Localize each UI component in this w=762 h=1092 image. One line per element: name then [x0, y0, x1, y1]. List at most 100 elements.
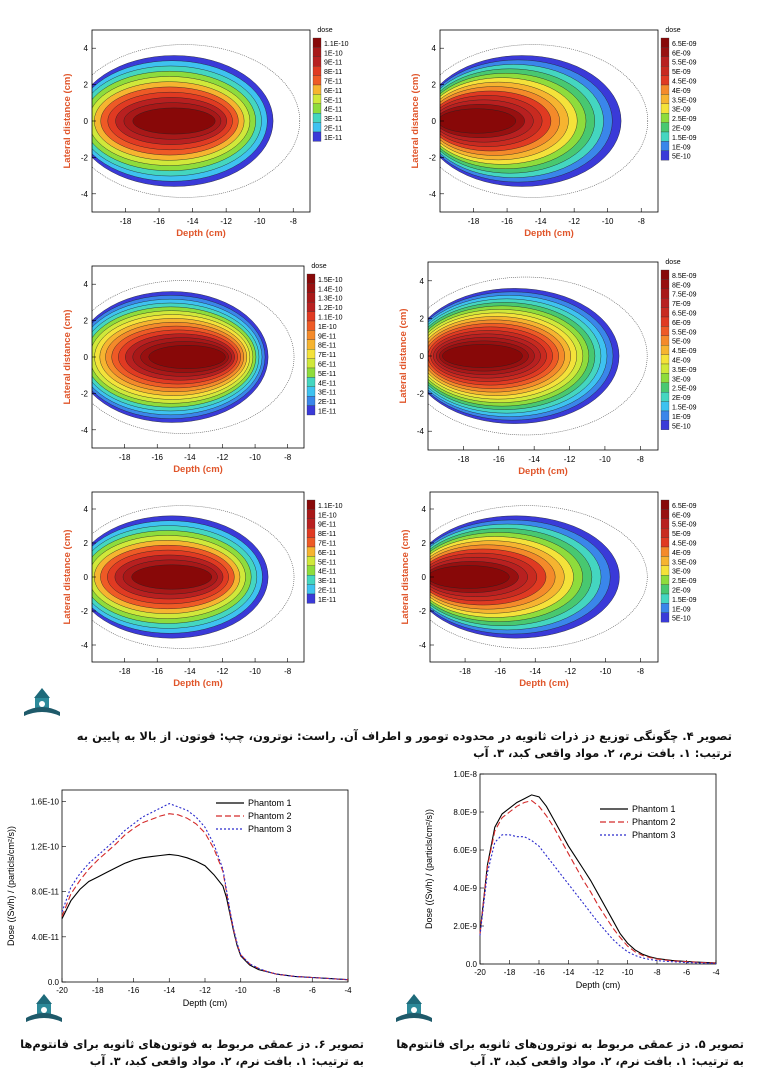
legend-label: 6E-11	[318, 550, 336, 557]
x-tick-label: -16	[493, 455, 505, 464]
legend-label: 4E-11	[324, 107, 342, 114]
legend-label: 6E-09	[672, 50, 691, 57]
legend-swatch	[660, 84, 670, 95]
legend-swatch	[306, 537, 316, 548]
legend-label: 1E-11	[318, 409, 336, 416]
legend-swatch	[312, 75, 322, 86]
y-tick-label: 4	[84, 44, 89, 53]
legend-label: 3E-09	[672, 107, 691, 114]
legend-swatch	[312, 113, 322, 123]
figure-4-caption: تصویر ۴. چگونگی توزیع دز ذرات ثانویه در …	[76, 729, 732, 760]
contour-bands	[92, 44, 301, 198]
legend-label: 1E-09	[672, 144, 691, 151]
y-tick-label: 0.0	[48, 978, 60, 987]
x-tick-label: -8	[637, 455, 645, 464]
legend-label: 4E-11	[318, 569, 336, 576]
x-tick-label: -18	[458, 455, 470, 464]
legend-swatch	[660, 546, 670, 557]
series-line	[479, 799, 717, 964]
legend-swatch	[312, 122, 322, 133]
y-axis-label: Lateral distance (cm)	[62, 309, 73, 404]
x-tick-label: -8	[273, 986, 281, 995]
legend-label: 4E-09	[672, 358, 691, 365]
x-axis-label: Depth (cm)	[176, 228, 226, 239]
legend-label: 6.5E-09	[672, 503, 697, 510]
legend-swatch	[660, 47, 670, 57]
legend-label: Phantom 1	[632, 804, 676, 814]
x-tick-label: -18	[119, 667, 131, 676]
y-tick-label: 0	[422, 573, 427, 582]
legend-label: 1.5E-09	[672, 405, 697, 412]
y-tick-label: 8.0E-11	[32, 888, 60, 897]
legend-swatch	[660, 66, 670, 76]
x-tick-label: -12	[568, 217, 580, 226]
legend-swatch	[312, 56, 322, 67]
legend-label: 6.5E-09	[672, 41, 697, 48]
contour-band	[132, 107, 216, 135]
y-tick-label: 0	[84, 573, 89, 582]
x-tick-label: -16	[494, 667, 506, 676]
legend-label: 3E-09	[672, 569, 691, 576]
x-tick-label: -10	[254, 217, 266, 226]
y-tick-label: -2	[81, 607, 89, 616]
journal-logo	[22, 990, 66, 1035]
legend-title: dose	[665, 27, 680, 34]
contour-band	[442, 344, 523, 368]
legend-label: 1.4E-10	[318, 286, 343, 293]
x-tick-label: -8	[653, 968, 661, 977]
legend-swatch	[660, 37, 670, 48]
legend-label: 1.1E-10	[318, 315, 343, 322]
legend-swatch	[306, 584, 316, 595]
legend-label: 7E-09	[672, 301, 691, 308]
figure-6-caption: تصویر ۶. دز عمقی مربوط به فوتون‌های ثانو…	[20, 1037, 364, 1068]
legend-label: 2E-09	[672, 126, 691, 133]
legend-label: 5E-09	[672, 339, 691, 346]
legend-swatch	[660, 420, 670, 430]
x-tick-label: -12	[220, 217, 232, 226]
legend-swatch	[660, 298, 670, 308]
legend-label: 6E-11	[318, 362, 336, 369]
outer-contour	[440, 44, 649, 198]
legend-swatch	[306, 302, 316, 312]
x-axis-label: Depth (cm)	[173, 678, 223, 689]
legend-swatch	[306, 339, 316, 350]
x-tick-label: -12	[592, 968, 604, 977]
legend-swatch	[306, 575, 316, 585]
legend-label: 7E-11	[324, 79, 342, 86]
legend-swatch	[660, 141, 670, 151]
contour-band	[148, 345, 226, 369]
x-tick-label: -12	[217, 453, 229, 462]
legend-label: 2.5E-09	[672, 386, 697, 393]
y-tick-label: 2	[84, 81, 89, 90]
plot-frame	[61, 789, 349, 983]
legend-label: 2E-11	[318, 588, 336, 595]
legend-label: 7E-11	[318, 541, 336, 548]
y-tick-label: 0.0	[466, 960, 478, 969]
legend-swatch	[660, 584, 670, 595]
x-tick-label: -10	[600, 667, 612, 676]
legend-swatch	[306, 292, 316, 303]
legend-swatch	[306, 518, 316, 529]
y-tick-label: 0	[420, 352, 425, 361]
legend-label: 5E-11	[324, 97, 342, 104]
legend-swatch	[660, 373, 670, 383]
legend-swatch	[660, 537, 670, 548]
legend-swatch	[660, 575, 670, 585]
y-tick-label: 1.0E-8	[453, 770, 477, 779]
y-tick-label: 4	[432, 44, 437, 53]
legend-label: 5E-10	[672, 154, 691, 161]
legend-swatch	[660, 113, 670, 123]
x-tick-label: -6	[683, 968, 691, 977]
x-tick-label: -18	[119, 453, 131, 462]
x-tick-label: -14	[184, 667, 196, 676]
series-line	[479, 834, 717, 964]
legend-swatch	[306, 405, 316, 416]
contour-photon-water: -18 -16 -14 -12 -10 -8 4 2 0 -2 -4 Depth (cm) Latera…	[0, 476, 380, 689]
x-tick-label: -14	[163, 986, 175, 995]
legend-label: 3E-11	[318, 578, 336, 585]
x-tick-label: -10	[602, 217, 614, 226]
legend-swatch	[660, 56, 670, 67]
legend-label: 5E-09	[672, 531, 691, 538]
legend-label: 1.1E-10	[318, 503, 343, 510]
x-tick-label: -18	[504, 968, 516, 977]
